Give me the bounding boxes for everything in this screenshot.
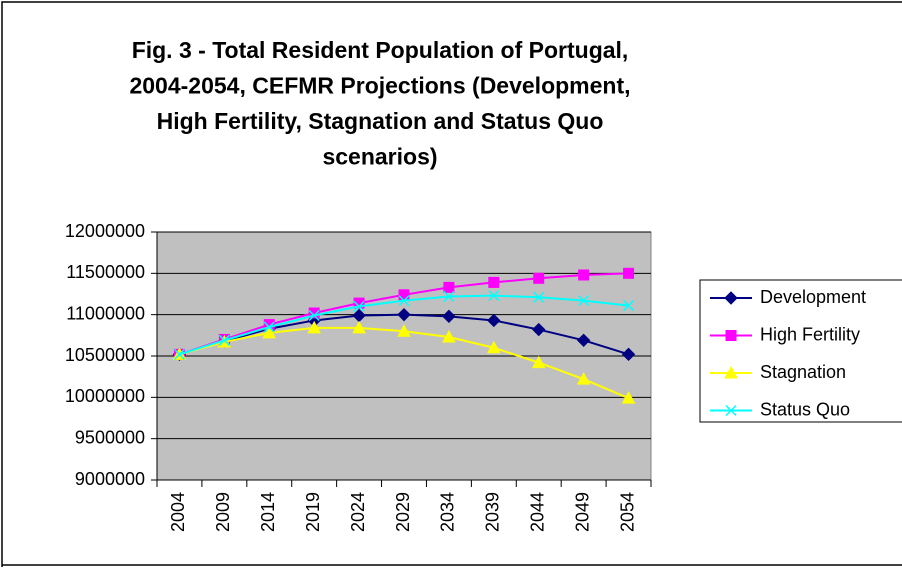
- chart-title: High Fertility, Stagnation and Status Qu…: [157, 108, 604, 134]
- data-point: [353, 300, 365, 312]
- data-point: [307, 320, 322, 334]
- y-tick-label: 10500000: [65, 345, 145, 365]
- y-tick-label: 11500000: [66, 262, 145, 282]
- data-point: [398, 295, 410, 307]
- x-tick-label: 2004: [168, 492, 188, 532]
- data-point: [621, 347, 636, 362]
- data-point: [352, 320, 366, 334]
- x-tick-label: 2044: [527, 492, 547, 532]
- y-tick-label: 10000000: [65, 386, 145, 406]
- data-point: [308, 309, 320, 322]
- x-tick-label: 2019: [303, 492, 323, 532]
- x-tick-label: 2029: [393, 492, 413, 532]
- data-point: [532, 322, 546, 337]
- data-point: [486, 340, 501, 354]
- data-point: [443, 290, 455, 303]
- data-point: [488, 276, 500, 288]
- legend-marker: [724, 291, 738, 305]
- data-point: [262, 325, 277, 339]
- data-point: [623, 300, 635, 312]
- y-tick-label: 11000000: [66, 303, 145, 323]
- x-tick-label: 2024: [348, 492, 368, 532]
- data-point: [488, 290, 500, 302]
- legend-label: High Fertility: [760, 324, 860, 344]
- data-point: [218, 334, 230, 346]
- chart-title: 2004-2054, CEFMR Projections (Developmen…: [129, 73, 630, 99]
- data-point: [397, 324, 411, 337]
- data-point: [487, 313, 501, 328]
- data-point: [263, 321, 275, 333]
- data-point: [578, 269, 590, 281]
- data-point: [531, 355, 546, 369]
- y-tick-label: 9000000: [75, 469, 145, 489]
- data-point: [308, 307, 320, 319]
- data-point: [443, 281, 455, 293]
- data-point: [576, 333, 591, 348]
- x-tick-label: 2049: [572, 492, 592, 532]
- legend-marker: [725, 404, 737, 417]
- data-point: [623, 267, 635, 279]
- legend-label: Development: [760, 287, 866, 307]
- data-point: [173, 348, 185, 360]
- data-point: [578, 295, 590, 307]
- x-tick-label: 2009: [213, 492, 233, 532]
- data-point: [397, 307, 411, 322]
- data-point: [533, 272, 545, 284]
- data-point: [398, 289, 410, 301]
- data-point: [442, 309, 456, 324]
- data-point: [533, 291, 545, 303]
- chart-title: scenarios): [322, 144, 437, 170]
- legend-marker: [725, 330, 737, 341]
- legend-box: [699, 279, 902, 423]
- chart-title: Fig. 3 - Total Resident Population of Po…: [132, 37, 629, 63]
- legend-label: Status Quo: [760, 399, 850, 419]
- x-tick-label: 2039: [483, 492, 503, 532]
- data-point: [576, 372, 591, 385]
- data-point: [621, 391, 636, 404]
- legend-marker: [724, 365, 738, 379]
- legend-label: Stagnation: [760, 362, 846, 382]
- y-tick-label: 12000000: [65, 221, 145, 241]
- x-tick-label: 2034: [438, 492, 458, 532]
- data-point: [442, 329, 456, 343]
- y-tick-label: 9500000: [75, 427, 145, 447]
- x-tick-label: 2014: [258, 492, 278, 532]
- x-tick-label: 2054: [617, 492, 637, 532]
- data-point: [353, 297, 365, 309]
